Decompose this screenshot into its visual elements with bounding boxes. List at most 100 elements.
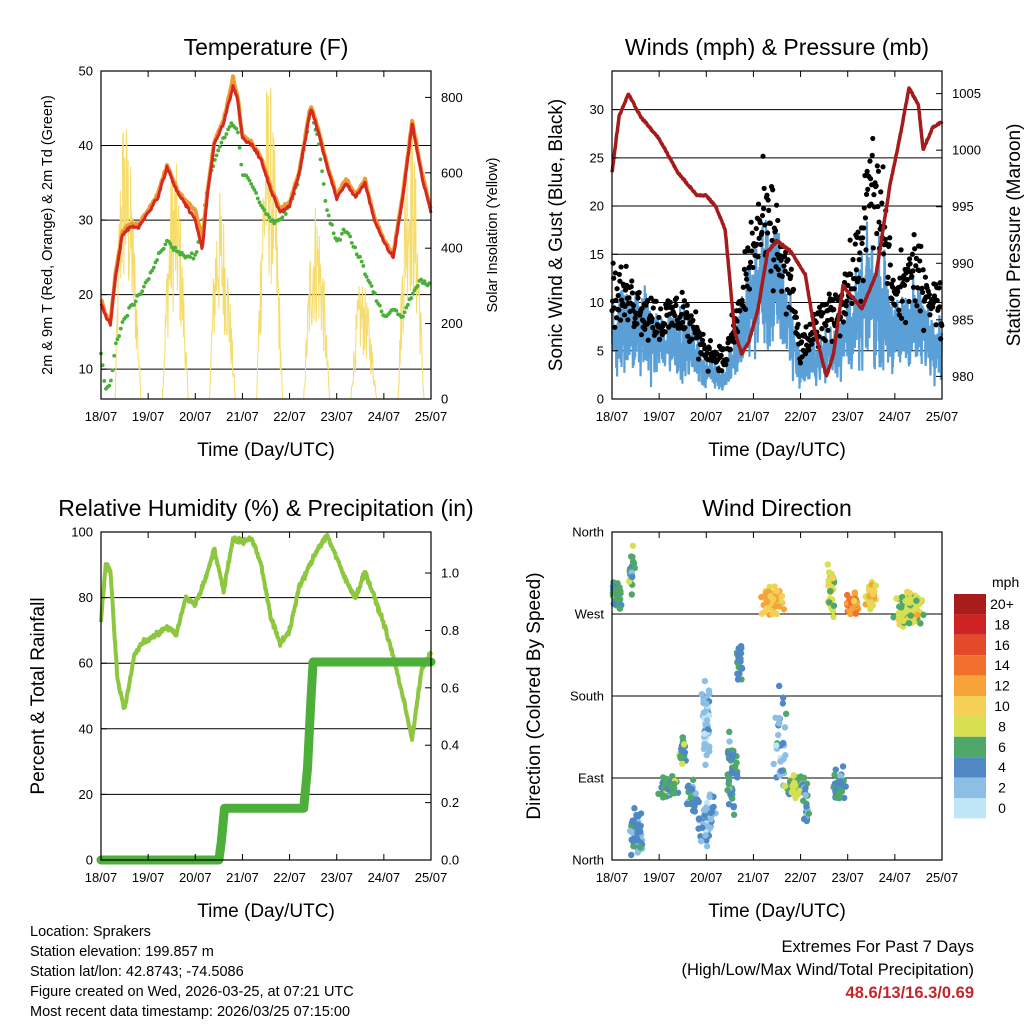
gust-point bbox=[829, 338, 835, 345]
legend-swatch bbox=[954, 594, 986, 615]
dewpoint-point bbox=[358, 254, 362, 259]
direction-point bbox=[628, 851, 635, 859]
gust-point bbox=[769, 237, 775, 244]
gust-point bbox=[636, 289, 642, 296]
direction-point bbox=[703, 700, 710, 707]
gust-point bbox=[724, 357, 730, 363]
direction-point bbox=[687, 794, 695, 801]
dewpoint-point bbox=[118, 326, 123, 331]
dewpoint-point bbox=[252, 188, 257, 192]
gust-point bbox=[610, 260, 616, 266]
dewpoint-point bbox=[224, 132, 229, 136]
speed-legend: mph 20+ 18 16 14 12 10 8 6 4 2 0 bbox=[954, 574, 1019, 819]
direction-xtick-label: 22/07 bbox=[784, 870, 817, 885]
dewpoint-point bbox=[326, 213, 331, 218]
solar-insolation-line bbox=[303, 207, 331, 400]
gust-point bbox=[615, 292, 621, 299]
gust-point bbox=[741, 266, 747, 272]
temperature-ytick-label: 40 bbox=[79, 138, 93, 153]
gust-point bbox=[642, 326, 648, 332]
direction-point bbox=[902, 597, 909, 605]
direction-point bbox=[631, 564, 638, 572]
humidity-ytick-label: 20 bbox=[79, 787, 93, 802]
direction-point bbox=[770, 760, 777, 768]
dewpoint-point bbox=[188, 255, 193, 259]
direction-point bbox=[706, 793, 713, 801]
dewpoint-point bbox=[132, 303, 136, 307]
gust-point bbox=[705, 368, 711, 374]
gust-point bbox=[933, 322, 939, 328]
solar-insolation-line bbox=[350, 286, 378, 400]
humidity-y2tick-label: 0.0 bbox=[441, 853, 459, 868]
gust-point bbox=[743, 271, 749, 277]
direction-point bbox=[702, 804, 710, 811]
direction-point bbox=[774, 731, 782, 739]
dewpoint-point bbox=[146, 277, 151, 281]
gust-point bbox=[861, 225, 867, 231]
direction-ytick-label: West bbox=[575, 607, 605, 622]
direction-point bbox=[867, 605, 874, 613]
figure-created: Figure created on Wed, 2026-03-25, at 07… bbox=[30, 984, 354, 1000]
gust-point bbox=[617, 317, 624, 323]
gust-point bbox=[653, 298, 659, 304]
direction-point bbox=[633, 811, 640, 819]
gust-point bbox=[830, 297, 836, 303]
gust-point bbox=[840, 319, 846, 325]
gust-point bbox=[684, 302, 690, 308]
gust-point bbox=[858, 298, 864, 304]
gust-point bbox=[771, 257, 777, 263]
gust-point bbox=[867, 176, 874, 182]
legend-swatch bbox=[954, 675, 986, 696]
humidity-title: Relative Humidity (%) & Precipitation (i… bbox=[58, 495, 473, 521]
temperature-ytick-label: 10 bbox=[79, 362, 93, 377]
direction-point bbox=[791, 782, 799, 789]
legend-swatch bbox=[954, 634, 986, 656]
humidity-ytick-label: 100 bbox=[71, 525, 93, 540]
gust-point bbox=[779, 273, 785, 279]
direction-point bbox=[669, 772, 676, 780]
direction-point bbox=[701, 677, 709, 685]
humidity-xtick-label: 25/07 bbox=[415, 870, 448, 885]
direction-point bbox=[730, 811, 738, 818]
temperature-y2tick-label: 400 bbox=[441, 241, 463, 256]
gust-point bbox=[870, 245, 876, 251]
extremes-title: Extremes For Past 7 Days bbox=[781, 938, 974, 956]
gust-point bbox=[875, 168, 882, 174]
legend-swatch bbox=[954, 716, 986, 737]
direction-point bbox=[704, 823, 711, 830]
gust-point bbox=[788, 273, 794, 279]
direction-point bbox=[771, 583, 778, 590]
gust-point bbox=[795, 321, 801, 327]
gust-point bbox=[896, 307, 902, 313]
legend-swatch bbox=[954, 798, 986, 819]
direction-point bbox=[731, 770, 739, 777]
gust-point bbox=[856, 257, 862, 263]
winds-xtick-label: 19/07 bbox=[643, 409, 676, 424]
direction-point bbox=[758, 593, 765, 601]
direction-xtick-label: 25/07 bbox=[926, 870, 959, 885]
dewpoint-point bbox=[109, 378, 113, 383]
wind-line bbox=[610, 219, 943, 391]
direction-point bbox=[850, 597, 858, 605]
dewpoint-point bbox=[170, 245, 174, 250]
gust-point bbox=[809, 341, 815, 347]
direction-point bbox=[725, 780, 732, 788]
direction-ytick-label: South bbox=[570, 689, 604, 704]
dewpoint-point bbox=[364, 274, 369, 279]
winds-y2tick-label: 1000 bbox=[952, 143, 981, 158]
direction-point bbox=[701, 730, 708, 737]
direction-point bbox=[679, 760, 686, 767]
dewpoint-point bbox=[394, 308, 399, 313]
gust-point bbox=[770, 288, 776, 294]
winds-ytick-label: 15 bbox=[590, 247, 604, 262]
direction-point bbox=[782, 710, 790, 718]
direction-ylabel: Direction (Colored By Speed) bbox=[524, 572, 545, 819]
direction-point bbox=[802, 785, 809, 792]
direction-point bbox=[827, 587, 834, 595]
dewpoint-point bbox=[321, 182, 326, 186]
gust-point bbox=[658, 306, 664, 312]
winds-xtick-label: 18/07 bbox=[596, 409, 629, 424]
temperature-ytick-label: 30 bbox=[79, 213, 93, 228]
gust-point bbox=[917, 308, 923, 314]
gust-point bbox=[890, 277, 896, 283]
